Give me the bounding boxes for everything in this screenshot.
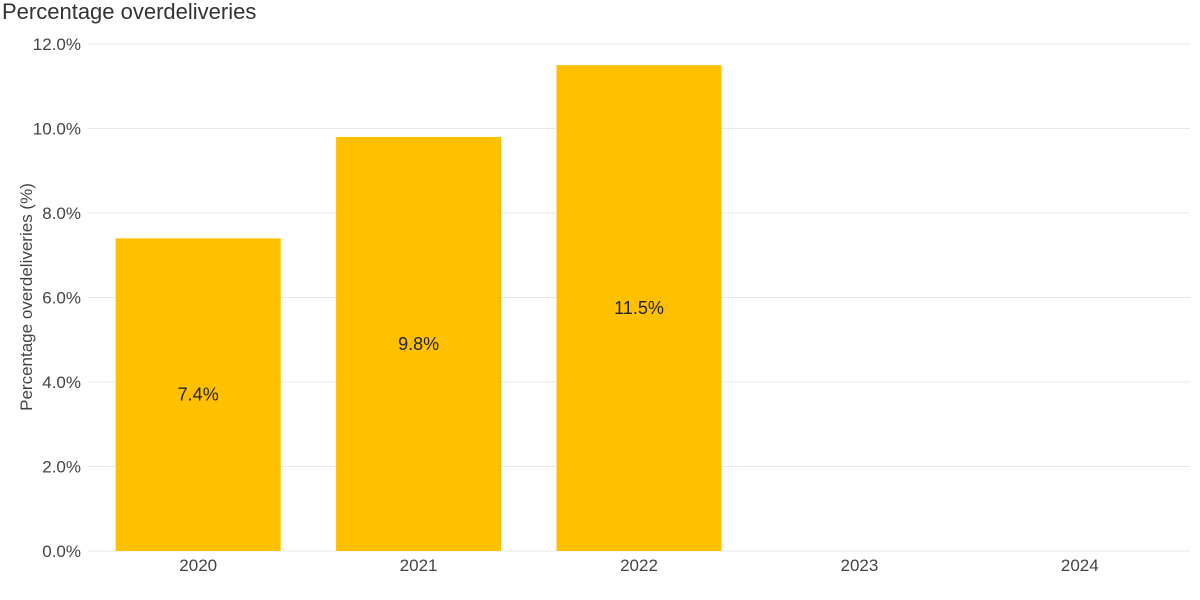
bar-data-label: 11.5% bbox=[614, 298, 664, 318]
x-tick-label: 2024 bbox=[1061, 556, 1099, 575]
x-tick-label: 2023 bbox=[840, 556, 878, 575]
x-tick-label: 2021 bbox=[400, 556, 438, 575]
bars: 7.4% 9.8% 11.5% bbox=[115, 65, 722, 551]
chart-title: Percentage overdeliveries bbox=[2, 0, 256, 24]
y-tick-label: 8.0% bbox=[42, 204, 81, 223]
y-tick-label: 10.0% bbox=[33, 120, 81, 139]
y-tick-label: 6.0% bbox=[42, 289, 81, 308]
x-axis-ticks: 2020 2021 2022 2023 2024 bbox=[179, 556, 1098, 575]
y-tick-label: 12.0% bbox=[33, 35, 81, 54]
y-tick-label: 2.0% bbox=[42, 458, 81, 477]
y-tick-label: 0.0% bbox=[42, 542, 81, 561]
x-tick-label: 2020 bbox=[179, 556, 217, 575]
bar-data-label: 7.4% bbox=[178, 385, 219, 405]
bar-2022 bbox=[556, 65, 722, 551]
bar-data-label: 9.8% bbox=[398, 334, 439, 354]
y-tick-label: 4.0% bbox=[42, 373, 81, 392]
bar-2020 bbox=[115, 238, 281, 551]
y-axis-ticks: 0.0% 2.0% 4.0% 6.0% 8.0% 10.0% 12.0% bbox=[33, 35, 81, 561]
y-axis-label: Percentage overdeliveries (%) bbox=[17, 183, 36, 411]
x-tick-label: 2022 bbox=[620, 556, 658, 575]
bar-2021 bbox=[336, 136, 502, 551]
